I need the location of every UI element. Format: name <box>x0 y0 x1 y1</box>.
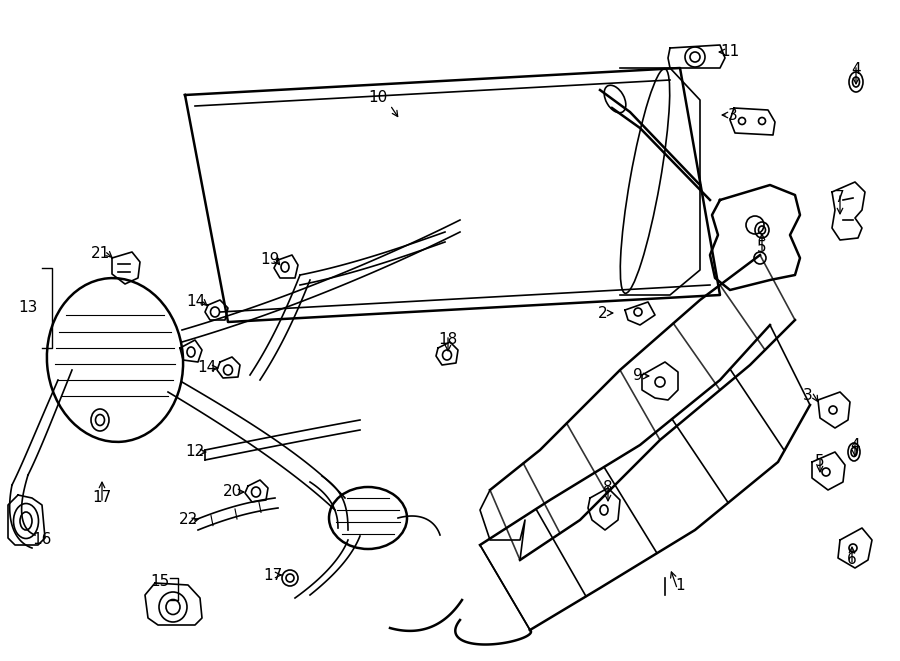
Text: 3: 3 <box>728 108 738 122</box>
Text: 17: 17 <box>264 568 283 582</box>
Text: 18: 18 <box>438 332 457 348</box>
Text: 10: 10 <box>368 91 388 106</box>
Text: 6: 6 <box>847 553 857 568</box>
Text: 22: 22 <box>178 512 198 527</box>
Text: 14: 14 <box>197 360 217 375</box>
Text: 20: 20 <box>222 485 241 500</box>
Text: 5: 5 <box>757 241 767 256</box>
Text: 19: 19 <box>260 253 280 268</box>
Text: 8: 8 <box>603 481 613 496</box>
Text: 4: 4 <box>850 438 860 453</box>
Text: 9: 9 <box>633 368 643 383</box>
Text: 3: 3 <box>803 387 813 403</box>
Text: 12: 12 <box>185 444 204 459</box>
Text: 13: 13 <box>18 301 38 315</box>
Text: 15: 15 <box>150 574 169 590</box>
Text: 21: 21 <box>90 245 110 260</box>
Text: 11: 11 <box>720 44 740 59</box>
Text: 7: 7 <box>835 190 845 206</box>
Text: 14: 14 <box>186 295 205 309</box>
Text: 1: 1 <box>675 578 685 592</box>
Text: 16: 16 <box>32 533 51 547</box>
Text: 5: 5 <box>815 455 824 469</box>
Text: 17: 17 <box>93 490 112 506</box>
Text: 2: 2 <box>598 305 608 321</box>
Text: 4: 4 <box>851 63 860 77</box>
